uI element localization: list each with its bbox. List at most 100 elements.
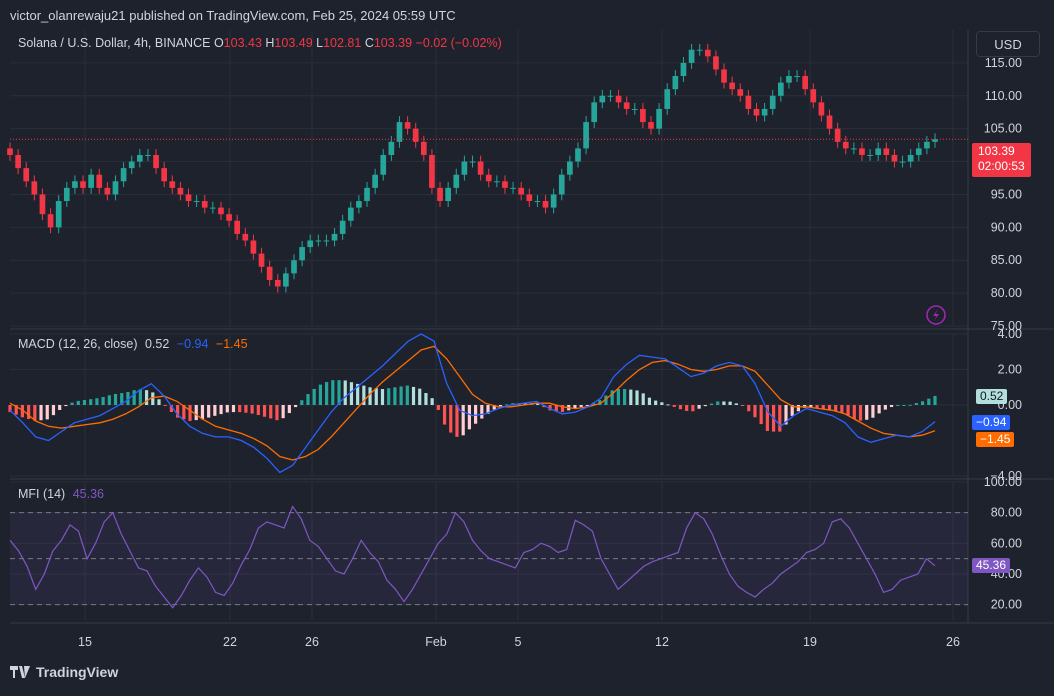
- macd-histogram-bar: [101, 397, 105, 405]
- candle-body: [575, 148, 581, 162]
- macd-histogram-bar: [635, 390, 639, 405]
- candle-body: [364, 187, 370, 202]
- candle-body: [420, 141, 427, 155]
- candle-body: [526, 194, 533, 202]
- candle-body: [469, 161, 476, 163]
- macd-histogram-bar: [207, 405, 211, 418]
- macd-histogram-bar: [151, 392, 155, 405]
- change-value: −0.02 (−0.02%): [415, 36, 502, 50]
- macd-histogram-bar: [827, 405, 832, 410]
- macd-histogram-bar: [610, 390, 614, 405]
- candle-body: [161, 168, 168, 182]
- candle-body: [250, 240, 257, 254]
- alert-icon: [926, 305, 946, 325]
- macd-histogram-bar: [442, 405, 447, 425]
- candle-body: [672, 76, 679, 90]
- low-label: L: [316, 36, 324, 50]
- high-label: H: [265, 36, 275, 50]
- symbol-title[interactable]: Solana / U.S. Dollar, 4h, BINANCE: [18, 36, 211, 50]
- macd-histogram-bar: [306, 394, 310, 405]
- tradingview-logo[interactable]: TradingView: [10, 664, 118, 680]
- mfi-tag: 45.36: [972, 558, 1011, 573]
- macd-legend[interactable]: MACD (12, 26, close) 0.52 −0.94 −1.45: [18, 337, 248, 351]
- macd-histogram-bar: [8, 405, 12, 413]
- macd-histogram-bar: [759, 405, 763, 425]
- mfi-line: [9, 505, 936, 609]
- candle-body: [242, 233, 249, 241]
- candle-body: [680, 62, 687, 77]
- candle-body: [372, 174, 378, 188]
- macd-histogram-bar: [374, 388, 378, 405]
- candle-body: [88, 174, 94, 188]
- macd-histogram-bar: [436, 405, 440, 411]
- macd-label: MACD (12, 26, close): [18, 337, 138, 351]
- macd-histogram-bar: [703, 405, 707, 407]
- candle-body: [859, 148, 865, 155]
- candle-body: [274, 279, 281, 287]
- candle-body: [80, 181, 86, 188]
- macd-histogram-bar: [27, 405, 31, 420]
- x-tick-label: 5: [515, 635, 522, 649]
- macd-histogram-bar: [616, 389, 620, 405]
- candle-body: [721, 69, 727, 83]
- macd-histogram-bar: [325, 382, 329, 405]
- candle-body: [347, 207, 354, 221]
- macd-histogram-bar: [536, 403, 540, 405]
- macd-histogram-bar: [883, 405, 887, 410]
- macd-histogram-bar: [200, 405, 205, 420]
- macd-histogram-bar: [815, 405, 819, 409]
- macd-histogram-bar: [598, 400, 602, 405]
- candle-body: [266, 266, 273, 280]
- candle-body: [307, 240, 314, 248]
- macd-histogram-bar: [20, 405, 25, 418]
- macd-histogram-bar: [734, 403, 738, 405]
- candle-body: [924, 141, 930, 149]
- macd-hist-tag: 0.52: [976, 389, 1008, 404]
- macd-histogram-bar: [76, 400, 80, 405]
- candle-body: [299, 247, 305, 261]
- candle-body: [558, 174, 565, 195]
- close-value: 103.39: [373, 36, 413, 50]
- macd-histogram-bar: [144, 390, 149, 405]
- macd-histogram-bar: [281, 405, 285, 419]
- macd-histogram-bar: [58, 405, 62, 410]
- macd-histogram-bar: [107, 395, 111, 405]
- publisher-header: victor_olanrewaju21 published on Trading…: [10, 8, 456, 23]
- macd-histogram-bar: [740, 405, 745, 406]
- y-tick-label: 90.00: [991, 220, 1022, 234]
- candle-body: [153, 154, 159, 169]
- candle-body: [136, 154, 143, 162]
- currency-button[interactable]: USD: [976, 31, 1040, 57]
- macd-line-value: −0.94: [176, 337, 209, 351]
- mfi-label: MFI (14): [18, 487, 66, 501]
- candle-body: [818, 102, 825, 116]
- macd-histogram-bar: [95, 398, 99, 405]
- macd-histogram-bar: [269, 405, 273, 419]
- candle-body: [461, 161, 468, 175]
- macd-histogram-bar: [548, 405, 552, 411]
- macd-hist-value: 0.52: [144, 337, 170, 351]
- candle-body: [291, 260, 297, 274]
- macd-histogram-bar: [672, 405, 676, 407]
- candle-body: [867, 154, 873, 156]
- macd-histogram-bar: [337, 380, 341, 405]
- macd-histogram-bar: [467, 405, 471, 430]
- candle-body: [640, 108, 646, 123]
- candle-body: [591, 102, 598, 123]
- mfi-legend[interactable]: MFI (14) 45.36: [18, 487, 104, 501]
- macd-histogram-bar: [349, 382, 354, 405]
- x-tick-label: 22: [223, 635, 237, 649]
- macd-histogram-bar: [120, 393, 124, 405]
- x-tick-label: Feb: [425, 635, 447, 649]
- candle-body: [185, 194, 192, 202]
- macd-histogram-bar: [312, 388, 316, 405]
- macd-histogram-bar: [256, 405, 260, 416]
- macd-histogram-bar: [33, 405, 37, 421]
- candle-body: [769, 95, 776, 109]
- candle-body: [745, 95, 752, 109]
- candle-body: [648, 122, 654, 129]
- macd-histogram-bar: [840, 405, 844, 413]
- macd-signal-value: −1.45: [215, 337, 248, 351]
